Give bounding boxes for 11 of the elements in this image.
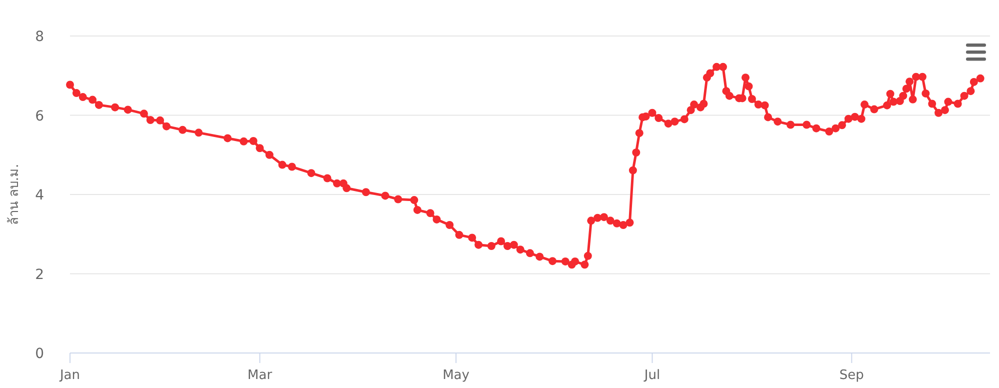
- x-tick-label: Mar: [248, 368, 273, 383]
- y-tick-label: 2: [35, 266, 44, 283]
- y-tick-label: 4: [35, 188, 44, 204]
- y-axis-title: ล้าน ลบ.ม.: [7, 164, 22, 226]
- y-tick-label: 0: [35, 346, 44, 362]
- x-tick-label: Jul: [643, 368, 660, 383]
- x-tick-label: Jan: [58, 368, 80, 383]
- y-tick-label: 6: [35, 108, 44, 124]
- x-tick-label: Sep: [839, 368, 864, 383]
- x-tick-label: May: [442, 368, 470, 383]
- y-tick-label: 8: [35, 29, 44, 45]
